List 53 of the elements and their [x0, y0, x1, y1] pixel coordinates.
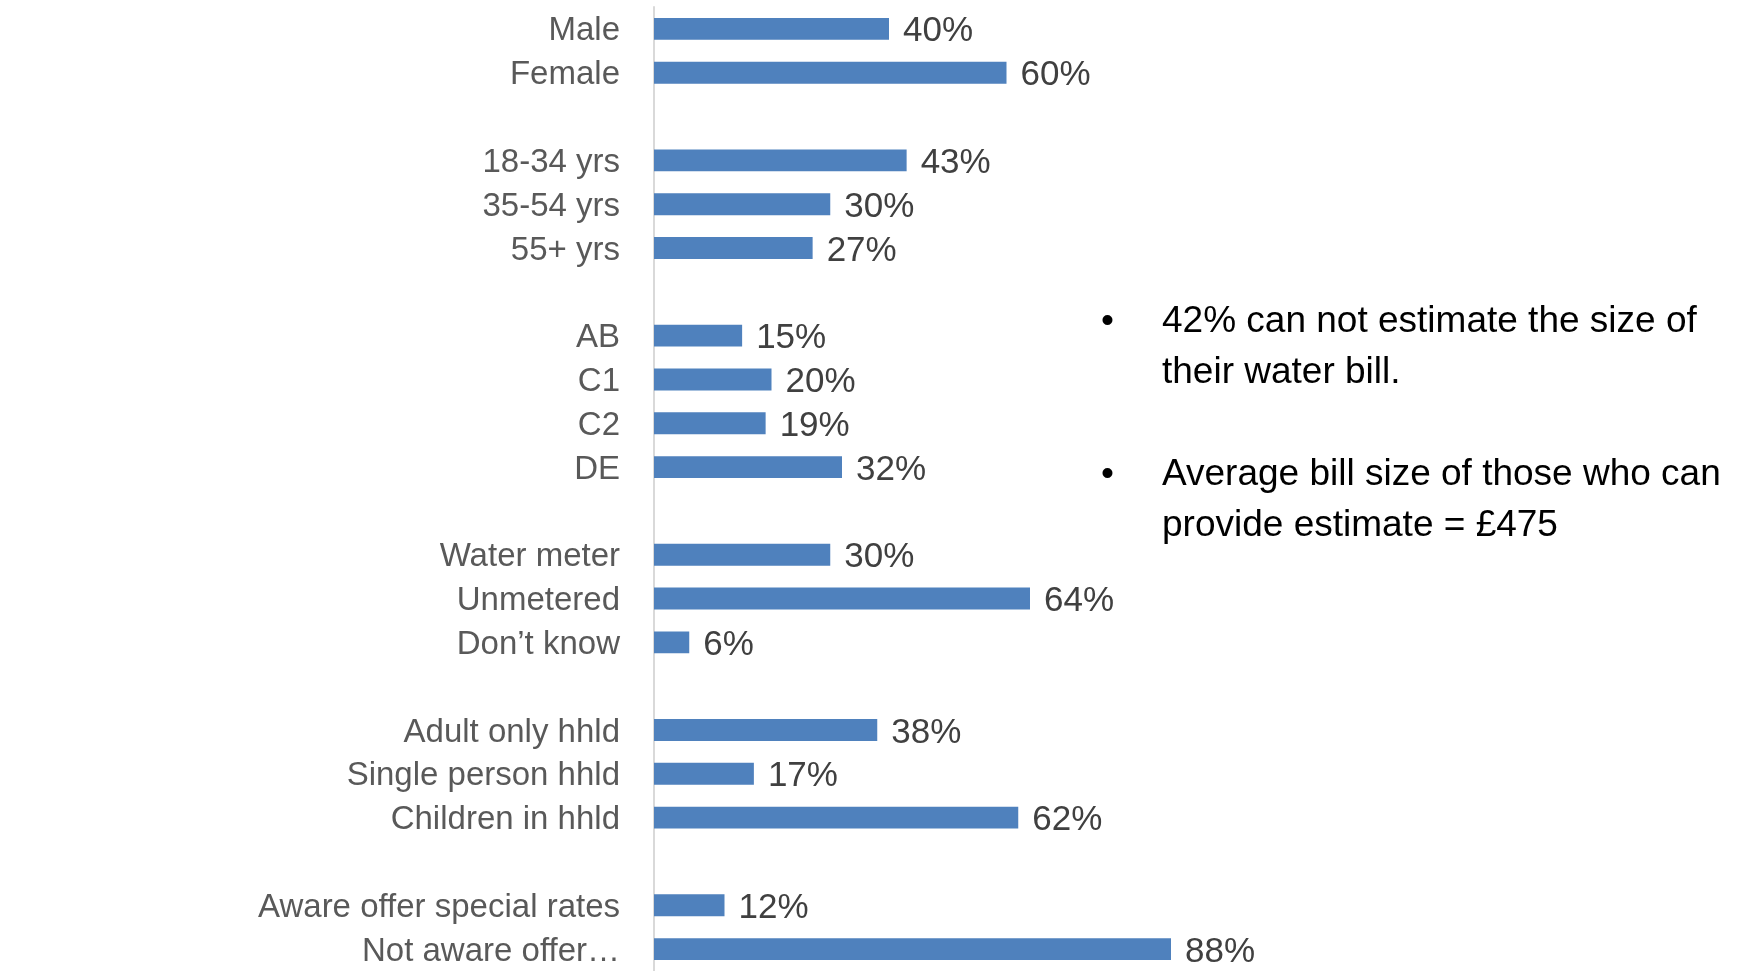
text: • Average bill size of those who can provide estimate = £475	[1101, 452, 1721, 544]
data-label: 19%	[779, 403, 850, 443]
bar	[654, 631, 690, 654]
y-tick-label: AB	[575, 317, 620, 355]
bar	[654, 894, 725, 917]
y-tick-label: Female	[509, 54, 620, 92]
data-label: 20%	[785, 359, 856, 399]
data-label: 32%	[856, 447, 927, 487]
y-tick-label: Not aware offer…	[361, 930, 620, 968]
bar	[654, 324, 743, 347]
data-label: 17%	[767, 754, 838, 794]
bar	[654, 193, 831, 216]
bar	[654, 456, 842, 479]
bar	[654, 938, 1171, 961]
bar	[654, 412, 766, 435]
data-label: 62%	[1032, 798, 1103, 838]
y-tick-label: 55+ yrs	[510, 229, 620, 267]
data-label: 88%	[1185, 929, 1256, 969]
y-tick-label: DE	[574, 448, 620, 486]
y-tick-label: C2	[577, 404, 620, 442]
y-tick-label: Water meter	[439, 536, 621, 574]
data-label: 30%	[844, 184, 915, 224]
y-tick-label: Aware offer special rates	[258, 886, 620, 924]
data-label: 15%	[756, 316, 827, 356]
y-tick-label: Adult only hhld	[403, 711, 620, 749]
bar	[654, 149, 907, 172]
y-tick-label: C1	[577, 360, 620, 398]
data-label: 40%	[903, 9, 974, 49]
data-label: 64%	[1044, 579, 1115, 619]
y-tick-label: Single person hhld	[346, 755, 620, 793]
y-tick-label: Unmetered	[456, 580, 620, 618]
data-label: 43%	[920, 140, 991, 180]
y-tick-label: Male	[548, 10, 620, 48]
data-label: 60%	[1020, 53, 1091, 93]
y-tick-label: 18-34 yrs	[482, 141, 620, 179]
bar	[654, 587, 1030, 610]
bar	[654, 17, 889, 40]
y-tick-label: 35-54 yrs	[482, 185, 620, 223]
text: • 42% can not estimate the size of their water bill.	[1101, 299, 1697, 391]
data-label: 38%	[891, 710, 962, 750]
bar	[654, 806, 1019, 829]
y-tick-label: Don’t know	[456, 623, 621, 661]
y-tick-label: Children in hhld	[390, 799, 620, 837]
data-label: 27%	[826, 228, 897, 268]
data-label: 30%	[844, 535, 915, 575]
data-label: 6%	[703, 622, 754, 662]
data-label: 12%	[738, 885, 809, 925]
bar	[654, 762, 754, 785]
bar	[654, 719, 878, 741]
bar	[654, 543, 831, 566]
bar	[654, 237, 813, 259]
bar	[654, 61, 1007, 84]
bar	[654, 368, 772, 391]
